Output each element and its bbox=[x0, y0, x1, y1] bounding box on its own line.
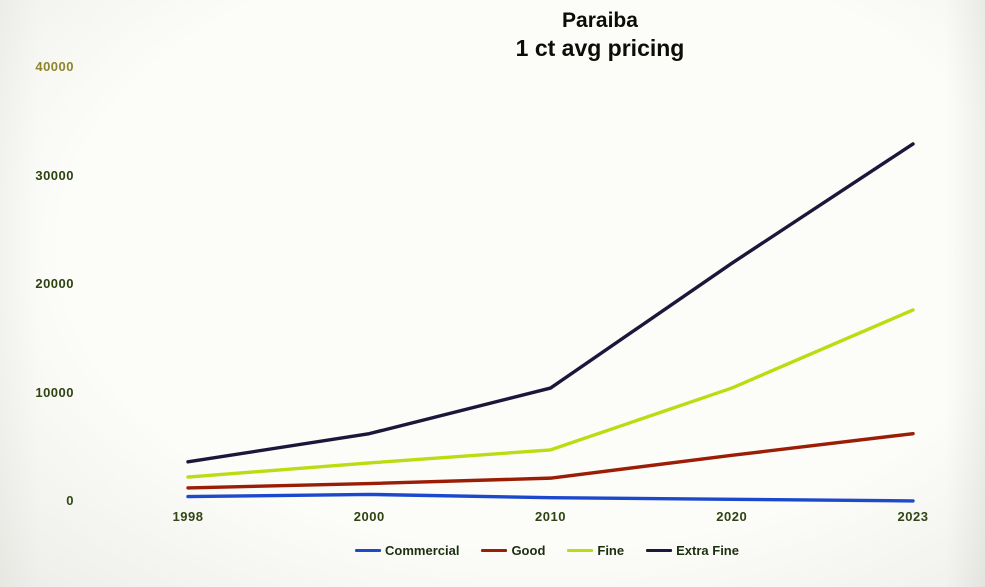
x-axis-tick-2010: 2010 bbox=[535, 509, 566, 524]
y-axis-tick-40000: 40000 bbox=[35, 59, 74, 74]
legend-item-fine: Fine bbox=[567, 543, 624, 558]
y-axis-tick-20000: 20000 bbox=[35, 276, 74, 291]
series-line-extra-fine bbox=[186, 142, 915, 464]
x-axis-tick-2023: 2023 bbox=[897, 509, 929, 524]
y-axis-tick-0: 0 bbox=[66, 493, 74, 508]
series-line-good bbox=[186, 431, 915, 490]
chart-title: Paraiba bbox=[562, 9, 638, 32]
legend-label-fine: Fine bbox=[597, 543, 625, 558]
y-axis-tick-10000: 10000 bbox=[35, 384, 74, 400]
legend-line-commercial-icon bbox=[355, 549, 382, 552]
legend-label-extra-fine: Extra Fine bbox=[676, 543, 739, 558]
legend-item-good: Good bbox=[481, 543, 545, 558]
series-line-commercial bbox=[186, 492, 915, 503]
legend-line-extra-fine-icon bbox=[646, 549, 673, 552]
legend-label-commercial: Commercial bbox=[385, 543, 460, 558]
x-axis-tick-2000: 2000 bbox=[353, 509, 385, 524]
chart-title-block: Paraiba 1 ct avg pricing bbox=[516, 8, 685, 63]
legend-label-good: Good bbox=[511, 543, 546, 558]
legend-line-fine-icon bbox=[567, 549, 594, 552]
legend-item-commercial: Commercial bbox=[355, 543, 459, 558]
x-axis-tick-2020: 2020 bbox=[716, 509, 748, 524]
legend: Commercial Good Fine Extra Fine bbox=[355, 543, 739, 558]
x-axis-tick-1998: 1998 bbox=[172, 509, 204, 524]
legend-line-good-icon bbox=[481, 549, 508, 552]
series-line-fine bbox=[186, 308, 915, 479]
y-axis-tick-30000: 30000 bbox=[35, 167, 74, 183]
chart-subtitle: 1 ct avg pricing bbox=[515, 35, 685, 62]
legend-item-extra-fine: Extra Fine bbox=[646, 543, 739, 558]
